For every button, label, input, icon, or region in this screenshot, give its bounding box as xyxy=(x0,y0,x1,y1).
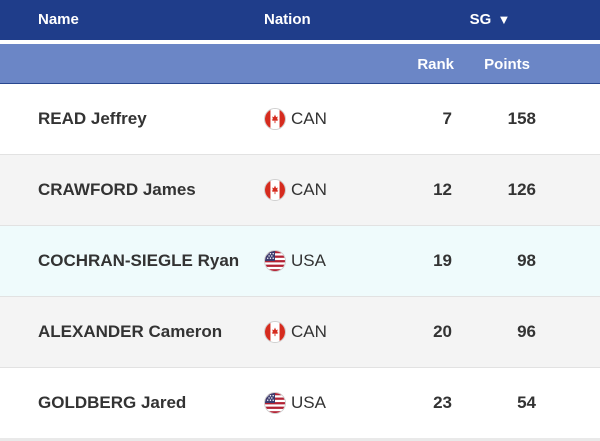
canada-flag-icon xyxy=(264,179,286,201)
triangle-down-icon: ▼ xyxy=(497,12,511,27)
nation-cell: CAN xyxy=(264,297,327,367)
rank-value: 23 xyxy=(433,393,452,412)
athlete-name[interactable]: COCHRAN-SIEGLE Ryan xyxy=(38,251,240,270)
usa-flag-icon xyxy=(264,250,286,272)
table-row[interactable]: COCHRAN-SIEGLE Ryan USA 19 98 xyxy=(0,226,600,297)
nation-code: CAN xyxy=(291,322,327,341)
column-header-rank[interactable]: Rank xyxy=(417,56,454,73)
rank-value: 7 xyxy=(442,109,452,128)
table-header: Name Nation SG ▼ xyxy=(0,0,600,40)
column-header-sg[interactable]: SG ▼ xyxy=(440,11,540,28)
athlete-name[interactable]: ALEXANDER Cameron xyxy=(38,322,223,341)
canada-flag-icon xyxy=(264,321,286,343)
rank-value: 20 xyxy=(433,322,452,341)
rank-value: 12 xyxy=(433,180,452,199)
points-value: 54 xyxy=(517,393,536,412)
usa-flag-icon xyxy=(264,392,286,414)
table-subheader: Rank Points xyxy=(0,44,600,84)
column-header-nation[interactable]: Nation xyxy=(264,11,311,28)
table-row[interactable]: ALEXANDER Cameron CAN 20 96 xyxy=(0,297,600,368)
nation-code: USA xyxy=(291,251,326,270)
athlete-name[interactable]: CRAWFORD James xyxy=(38,180,196,199)
column-header-name[interactable]: Name xyxy=(38,11,79,28)
nation-cell: USA xyxy=(264,226,326,296)
canada-flag-icon xyxy=(264,108,286,130)
athlete-name[interactable]: GOLDBERG Jared xyxy=(38,393,187,412)
nation-code: CAN xyxy=(291,109,327,128)
column-header-points[interactable]: Points xyxy=(484,56,530,73)
points-value: 96 xyxy=(517,322,536,341)
rank-value: 19 xyxy=(433,251,452,270)
nation-code: CAN xyxy=(291,180,327,199)
points-value: 98 xyxy=(517,251,536,270)
points-value: 126 xyxy=(507,180,536,199)
nation-cell: CAN xyxy=(264,84,327,154)
nation-cell: CAN xyxy=(264,155,327,225)
athlete-name[interactable]: READ Jeffrey xyxy=(38,109,147,128)
points-value: 158 xyxy=(507,109,536,128)
header-divider xyxy=(0,83,600,84)
nation-code: USA xyxy=(291,393,326,412)
column-header-sg-label: SG xyxy=(469,11,492,28)
table-row[interactable]: CRAWFORD James CAN 12 126 xyxy=(0,155,600,226)
header-separator xyxy=(0,40,600,44)
table-row[interactable]: GOLDBERG Jared USA 23 54 xyxy=(0,368,600,439)
table-row[interactable]: READ Jeffrey CAN 7 158 xyxy=(0,84,600,155)
nation-cell: USA xyxy=(264,368,326,438)
table-bottom-divider xyxy=(0,438,600,441)
